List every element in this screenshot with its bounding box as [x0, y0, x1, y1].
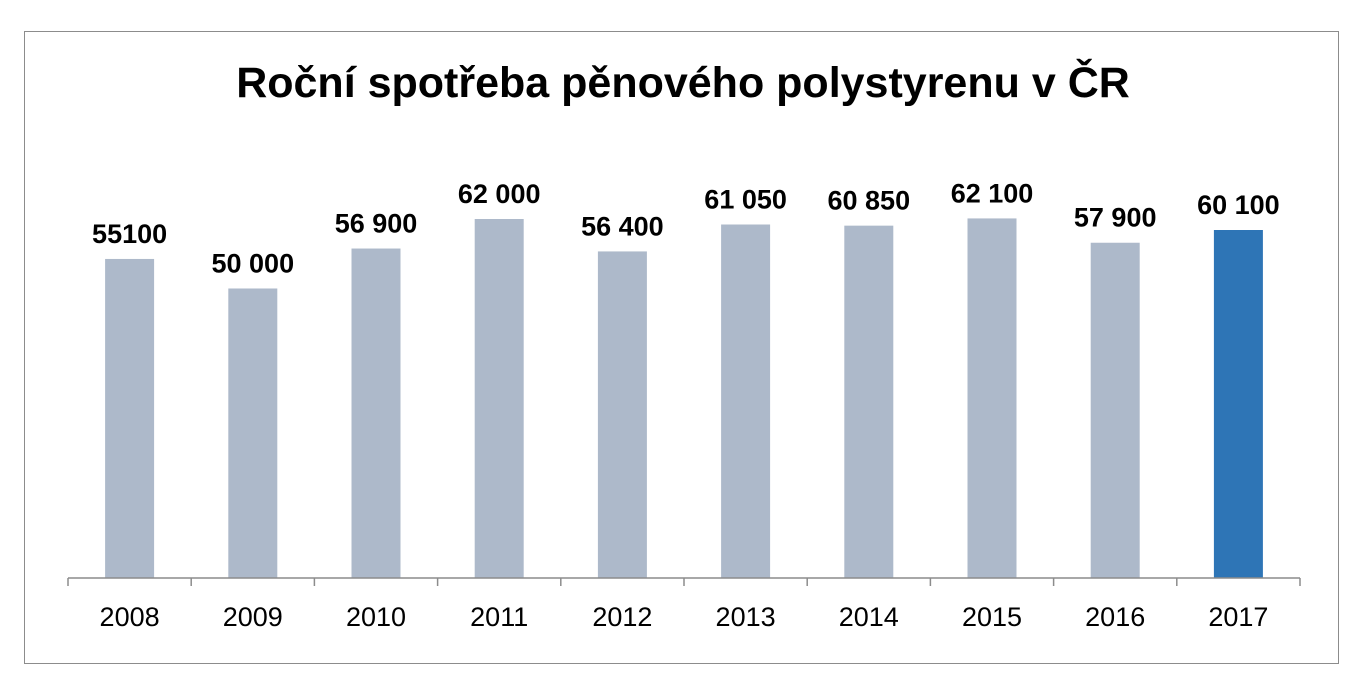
data-label-2013: 61 050: [704, 185, 787, 215]
chart-title: Roční spotřeba pěnového polystyrenu v ČR: [236, 58, 1130, 107]
bar-2009: [228, 288, 278, 578]
bar-2012: [597, 251, 647, 578]
data-label-2009: 50 000: [212, 248, 295, 278]
x-tick-label-2012: 2012: [592, 602, 652, 632]
bar-2011: [474, 219, 524, 578]
x-tick-label-2015: 2015: [962, 602, 1022, 632]
data-labels-layer: 55100 50 000 56 900 62 000 56 400 61 050 60 85…: [92, 178, 1280, 278]
data-label-2014: 60 850: [828, 186, 911, 216]
x-tick-label-2011: 2011: [470, 602, 528, 632]
x-tick-label-2010: 2010: [346, 602, 406, 632]
x-tick-label-2009: 2009: [223, 602, 283, 632]
x-tick-label-2017: 2017: [1208, 602, 1268, 632]
data-label-2011: 62 000: [458, 179, 541, 209]
data-label-2016: 57 900: [1074, 203, 1157, 233]
bar-2016: [1090, 242, 1140, 578]
data-label-2017: 60 100: [1197, 190, 1280, 220]
bars-layer: [105, 218, 1263, 579]
x-tick-label-2013: 2013: [716, 602, 776, 632]
bar-2008: [105, 258, 155, 578]
bar-2015: [967, 218, 1017, 579]
bar-2010: [351, 248, 401, 578]
bar-2017: [1213, 230, 1263, 578]
data-label-2012: 56 400: [581, 211, 664, 241]
x-tick-label-2008: 2008: [100, 602, 160, 632]
data-label-2010: 56 900: [335, 209, 418, 239]
data-label-2015: 62 100: [951, 178, 1034, 208]
x-axis: 2008 2009 2010 2011 2012 2013 2014 2015 2016 2017: [67, 577, 1301, 632]
x-tick-label-2016: 2016: [1085, 602, 1145, 632]
bar-2013: [721, 224, 771, 579]
data-label-2008: 55100: [92, 219, 167, 249]
bar-2014: [844, 225, 894, 578]
x-tick-label-2014: 2014: [839, 602, 899, 632]
